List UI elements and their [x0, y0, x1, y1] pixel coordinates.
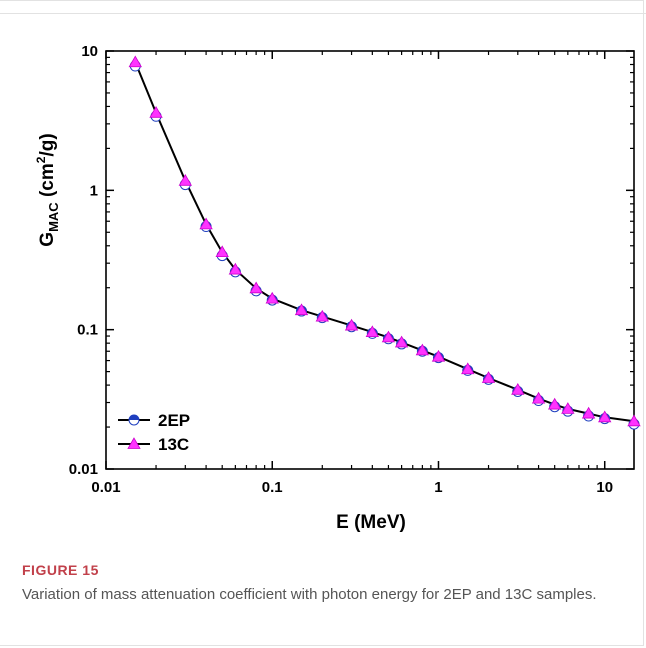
series-13c-point	[178, 174, 193, 186]
series-13c-point	[149, 106, 163, 118]
series-13c-point	[265, 291, 279, 304]
legend-13c-marker	[127, 437, 141, 449]
data-layer	[128, 55, 641, 430]
series-13c-point	[547, 397, 562, 410]
series-line	[134, 61, 635, 423]
x-axis-label: E (MeV)	[336, 512, 406, 533]
figure-label: FIGURE 15	[22, 562, 99, 578]
x-tick-label: 0.1	[262, 479, 283, 496]
series-13c-point	[511, 383, 525, 395]
series-13c-point	[249, 281, 263, 294]
x-tick-label: 1	[434, 479, 442, 496]
plot-frame	[105, 50, 635, 470]
legend-label: 13C	[158, 435, 189, 454]
y-tick-label: 1	[90, 182, 98, 199]
y-tick-label: 0.1	[77, 322, 98, 339]
x-tick-label: 10	[596, 479, 613, 496]
axes: 0.01 0.1 1 10 0.01 0.1 1 10	[69, 43, 635, 496]
series-13c-point	[627, 414, 641, 427]
legend-label: 2EP	[158, 411, 190, 430]
series-13c-point	[315, 309, 329, 322]
series-13c-point	[294, 303, 309, 316]
series-13c-point	[228, 262, 243, 275]
y-axis-label: GMAC (cm2/g)	[34, 133, 61, 246]
series-13c-point	[431, 349, 446, 362]
series-2ep-point-fill	[129, 415, 139, 420]
top-divider	[0, 13, 646, 14]
series-13c-point	[344, 318, 359, 331]
series-13c-point	[415, 343, 430, 356]
y-tick-label: 0.01	[69, 461, 98, 478]
series-13c-point	[199, 217, 213, 230]
series-13c-point	[128, 55, 142, 68]
series-13c-point	[381, 330, 396, 343]
series-13c-point	[581, 406, 596, 419]
series-13c-point	[531, 391, 546, 404]
series-13c-point	[365, 325, 380, 338]
series-13c-point	[561, 402, 575, 414]
y-tick-label: 10	[81, 43, 98, 60]
series-13c-point	[394, 335, 409, 348]
series-13c-point	[461, 362, 475, 375]
figure-caption: Variation of mass attenuation coefficien…	[22, 586, 597, 603]
series-13c-point	[215, 245, 229, 258]
x-tick-label: 0.01	[91, 479, 120, 496]
series-13c-point	[481, 371, 496, 383]
series-13c-point	[598, 410, 612, 423]
